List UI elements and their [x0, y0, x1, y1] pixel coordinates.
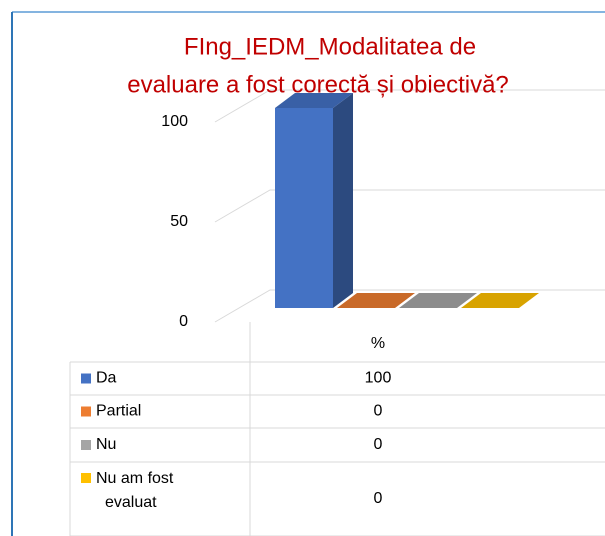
bars — [275, 93, 539, 308]
legend-label: Partial — [96, 403, 141, 420]
legend-swatch — [81, 440, 91, 450]
bar — [461, 293, 539, 308]
bar-top — [337, 293, 415, 308]
bar-top — [461, 293, 539, 308]
bar — [337, 293, 415, 308]
legend-swatch — [81, 406, 91, 417]
legend-swatch — [81, 373, 91, 384]
legend-label: Nu — [96, 436, 116, 453]
table-value: 0 — [374, 403, 383, 420]
table-value: 0 — [374, 490, 383, 507]
chart-title: FIng_IEDM_Modalitatea de — [184, 33, 476, 60]
data-table: % Da 100 Partial 0 Nu 0 Nu am fost evaluat 0 — [69, 322, 605, 536]
bar-side — [333, 93, 353, 308]
grid: 0 50 100 — [161, 89, 605, 330]
table-value: 0 — [374, 436, 383, 453]
grid-line — [214, 89, 605, 123]
y-tick-label: 50 — [170, 213, 188, 230]
bar — [399, 293, 477, 308]
legend-label: Nu am fost evaluat — [96, 470, 174, 511]
chart-title: evaluare a fost corectă și obiectivă? — [127, 71, 509, 98]
y-tick-label: 0 — [179, 313, 188, 330]
grid-line — [214, 289, 605, 323]
y-tick-label: 100 — [161, 113, 188, 130]
table-value: 100 — [365, 370, 392, 387]
legend-label: Da — [96, 370, 117, 387]
bar-top — [275, 93, 353, 108]
grid-line — [214, 189, 605, 223]
bar — [275, 93, 353, 308]
legend-swatch — [81, 473, 91, 483]
bar-top — [399, 293, 477, 308]
column-header: % — [371, 335, 385, 352]
bar-front — [275, 108, 333, 308]
